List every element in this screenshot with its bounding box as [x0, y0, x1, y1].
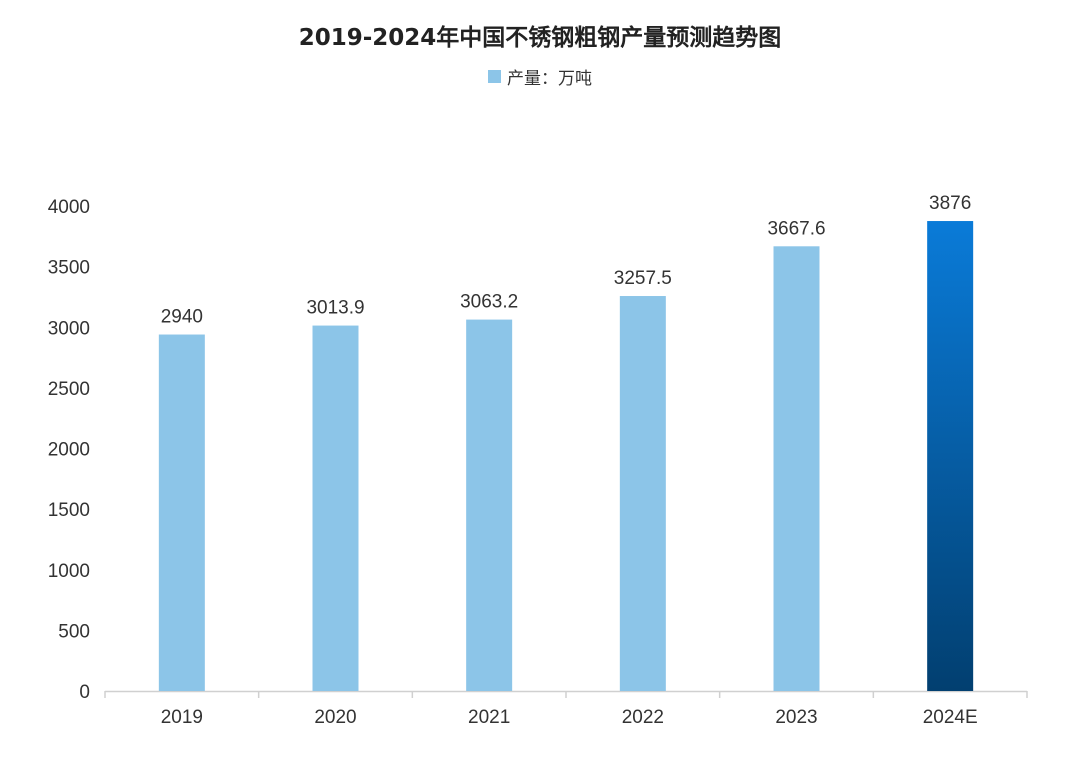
y-tick-label: 2500 — [48, 379, 90, 400]
x-tick-label: 2024E — [923, 707, 978, 728]
y-tick-label: 3500 — [48, 258, 90, 279]
y-tick-label: 0 — [79, 682, 90, 703]
y-tick-label: 500 — [58, 621, 90, 642]
legend-swatch — [488, 70, 501, 83]
x-tick-label: 2023 — [775, 707, 817, 728]
bar-2023 — [773, 246, 820, 691]
bar-2021 — [466, 319, 513, 691]
legend-label: 产量：万吨 — [507, 69, 592, 89]
x-tick-label: 2019 — [161, 707, 203, 728]
y-tick-label: 4000 — [48, 197, 90, 218]
bar-2019 — [158, 334, 205, 691]
x-tick-label: 2020 — [314, 707, 356, 728]
data-label: 2940 — [161, 307, 203, 328]
legend: 产量：万吨 — [0, 64, 1080, 89]
chart-title: 2019-2024年中国不锈钢粗钢产量预测趋势图 — [298, 25, 782, 51]
x-tick-label: 2022 — [622, 707, 664, 728]
x-tick-label: 2021 — [468, 707, 510, 728]
data-label: 3876 — [929, 193, 971, 214]
data-label: 3013.9 — [306, 298, 364, 319]
bar-2020 — [312, 325, 359, 691]
y-tick-label: 3000 — [48, 318, 90, 339]
data-label: 3667.6 — [767, 218, 825, 239]
y-tick-label: 2000 — [48, 440, 90, 461]
data-label: 3063.2 — [460, 292, 518, 313]
bar-2024E — [927, 221, 974, 691]
bar-2022 — [619, 296, 666, 691]
y-tick-label: 1500 — [48, 500, 90, 521]
data-label: 3257.5 — [614, 268, 672, 289]
y-tick-label: 1000 — [48, 561, 90, 582]
